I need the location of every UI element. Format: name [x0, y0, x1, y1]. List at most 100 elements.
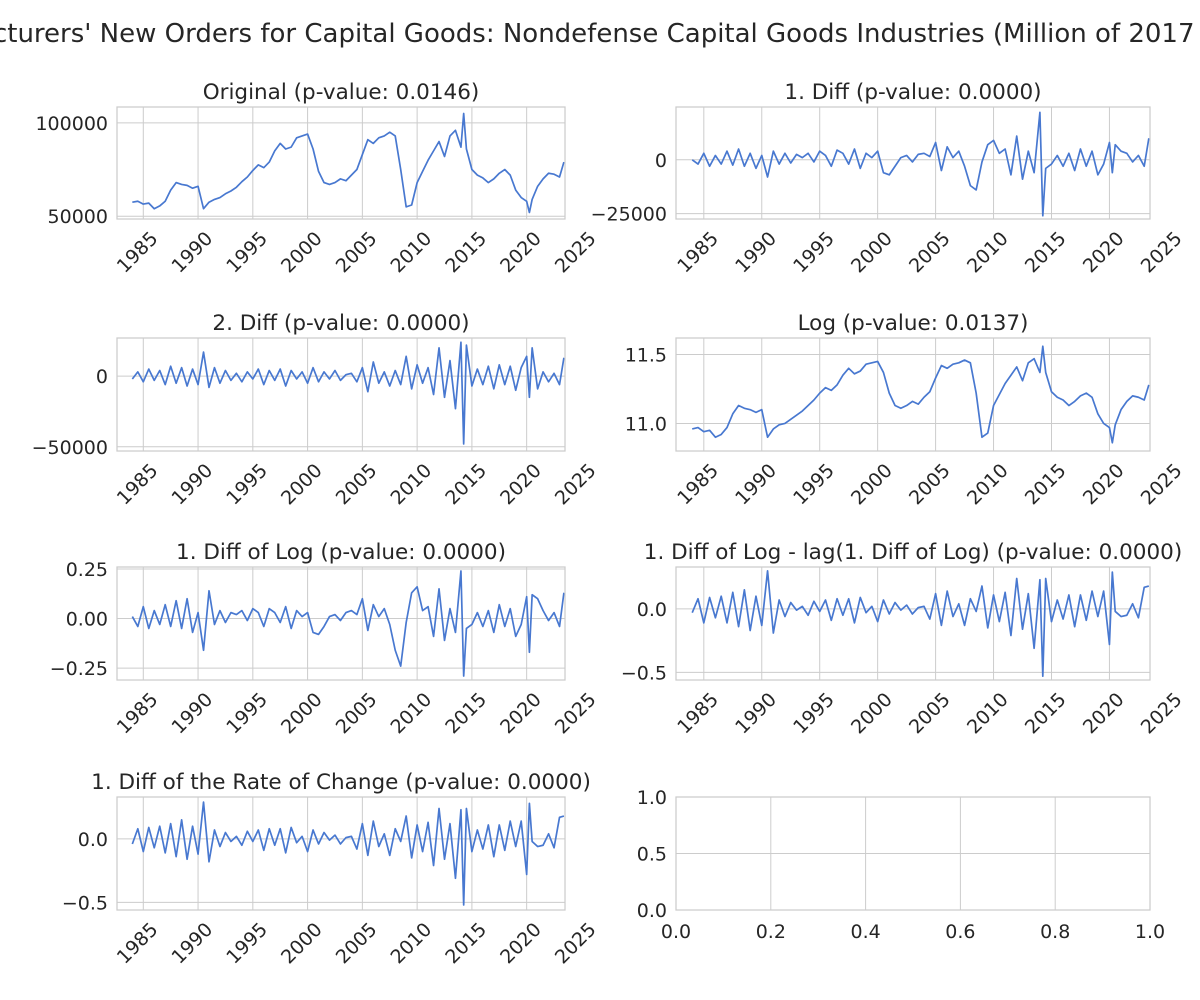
- x-tick-label: 2000: [847, 689, 897, 739]
- series-line: [132, 112, 565, 214]
- subplot-original: Original (p-value: 0.0146) 50000 100000 198…: [35, 80, 600, 277]
- x-tick-label: 2010: [963, 689, 1013, 739]
- axes-frame: [675, 566, 1151, 681]
- x-tick-label: 1985: [113, 689, 163, 739]
- x-tick-label: 1985: [113, 460, 163, 510]
- x-tick-label: 2000: [847, 228, 897, 278]
- x-tick-label: 1985: [113, 919, 163, 969]
- subplot-grid: Original (p-value: 0.0146) 50000 100000 198…: [32, 80, 1187, 968]
- x-tick-label: 2000: [847, 460, 897, 510]
- y-tick-label: 0.25: [66, 559, 108, 581]
- x-tick-label: 2020: [496, 228, 546, 278]
- x-tick-label: 1985: [673, 228, 723, 278]
- x-tick-label: 2025: [551, 460, 601, 510]
- x-tick-label: 1995: [789, 689, 839, 739]
- x-tick-label: 2000: [277, 228, 327, 278]
- x-tick-label: 2010: [387, 228, 437, 278]
- subplot-title: Log (p-value: 0.0137): [798, 311, 1029, 336]
- x-tick-label: 2025: [1137, 460, 1187, 510]
- x-tick-label: 2020: [1079, 228, 1129, 278]
- x-tick-label: 1990: [731, 228, 781, 278]
- x-tick-label: 2005: [905, 228, 955, 278]
- x-tick-label: 1990: [167, 228, 217, 278]
- x-tick-label: 2010: [387, 689, 437, 739]
- x-tick-label: 1985: [113, 228, 163, 278]
- y-tick-label: −25000: [591, 204, 667, 226]
- figure-suptitle: Manufacturers' New Orders for Capital Go…: [0, 19, 1200, 49]
- subplot-title: 1. Diff of the Rate of Change (p-value: …: [91, 770, 591, 795]
- x-tick-label: 2005: [332, 689, 382, 739]
- x-tick-label: 2010: [387, 919, 437, 969]
- x-tick-label: 2005: [332, 919, 382, 969]
- x-tick-label: 0.2: [756, 921, 786, 943]
- x-tick-label: 1985: [673, 460, 723, 510]
- x-tick-label: 2000: [277, 460, 327, 510]
- x-tick-label: 2005: [332, 228, 382, 278]
- subplot-title: 1. Diff of Log - lag(1. Diff of Log) (p-…: [644, 540, 1182, 565]
- x-tick-label: 2015: [441, 228, 491, 278]
- series-line: [131, 341, 565, 445]
- x-tick-label: 0.6: [945, 921, 975, 943]
- x-tick-label: 1990: [167, 919, 217, 969]
- x-tick-label: 1995: [222, 228, 272, 278]
- x-tick-label: 1995: [789, 460, 839, 510]
- series-line: [691, 111, 1150, 217]
- axes-frame: [116, 106, 566, 220]
- x-tick-label: 2010: [387, 460, 437, 510]
- x-tick-label: 2020: [496, 919, 546, 969]
- y-tick-label: 0.5: [637, 844, 667, 866]
- x-tick-label: 2015: [441, 919, 491, 969]
- x-tick-label: 1.0: [1135, 921, 1165, 943]
- x-tick-label: 2020: [496, 689, 546, 739]
- subplot-diff_rate: 1. Diff of the Rate of Change (p-value: …: [62, 770, 601, 968]
- x-tick-label: 2020: [1079, 689, 1129, 739]
- subplot-title: 2. Diff (p-value: 0.0000): [212, 311, 469, 336]
- y-tick-label: −0.5: [62, 892, 108, 914]
- y-tick-label: −0.5: [621, 662, 667, 684]
- x-tick-label: 1990: [167, 460, 217, 510]
- subplot-diff2: 2. Diff (p-value: 0.0000) −50000 0 1985 1990…: [32, 311, 601, 509]
- y-tick-label: 0.0: [637, 900, 667, 922]
- x-tick-label: 1995: [222, 689, 272, 739]
- x-tick-label: 1990: [731, 689, 781, 739]
- x-tick-label: 2015: [1021, 689, 1071, 739]
- x-tick-label: 2025: [551, 919, 601, 969]
- y-tick-label: 100000: [35, 113, 108, 135]
- x-tick-label: 2010: [963, 460, 1013, 510]
- subplot-title: Original (p-value: 0.0146): [203, 80, 480, 105]
- axes-frame: [116, 796, 566, 911]
- x-tick-label: 2000: [277, 689, 327, 739]
- x-tick-label: 1990: [731, 460, 781, 510]
- series-line: [131, 801, 565, 906]
- x-tick-label: 2025: [1137, 689, 1187, 739]
- axes-frame: [675, 796, 1151, 911]
- x-tick-label: 2015: [1021, 228, 1071, 278]
- subplot-title: 1. Diff of Log (p-value: 0.0000): [176, 540, 506, 565]
- x-tick-label: 0.0: [661, 921, 691, 943]
- y-tick-label: 0: [655, 150, 667, 172]
- x-tick-label: 1985: [673, 689, 723, 739]
- y-tick-label: 0.0: [78, 829, 108, 851]
- x-tick-label: 1995: [222, 460, 272, 510]
- subplot-diff1: 1. Diff (p-value: 0.0000) −25000 0 1985 1990…: [591, 80, 1187, 277]
- x-tick-label: 2005: [905, 689, 955, 739]
- y-tick-label: −0.25: [50, 658, 108, 680]
- x-tick-label: 1995: [789, 228, 839, 278]
- x-tick-label: 0.4: [850, 921, 880, 943]
- y-tick-label: 11.0: [625, 413, 667, 435]
- x-tick-label: 2015: [441, 460, 491, 510]
- x-tick-label: 2020: [496, 460, 546, 510]
- series-line: [691, 569, 1150, 678]
- x-tick-label: 2005: [905, 460, 955, 510]
- axes-frame: [675, 337, 1151, 452]
- y-tick-label: 0: [96, 366, 108, 388]
- x-tick-label: 2025: [551, 689, 601, 739]
- subplot-title: 1. Diff (p-value: 0.0000): [784, 80, 1041, 105]
- x-tick-label: 2025: [551, 228, 601, 278]
- x-tick-label: 2010: [963, 228, 1013, 278]
- y-tick-label: 11.5: [625, 345, 667, 367]
- x-tick-label: 2000: [277, 919, 327, 969]
- x-tick-label: 2020: [1079, 460, 1129, 510]
- axes-frame: [116, 566, 566, 681]
